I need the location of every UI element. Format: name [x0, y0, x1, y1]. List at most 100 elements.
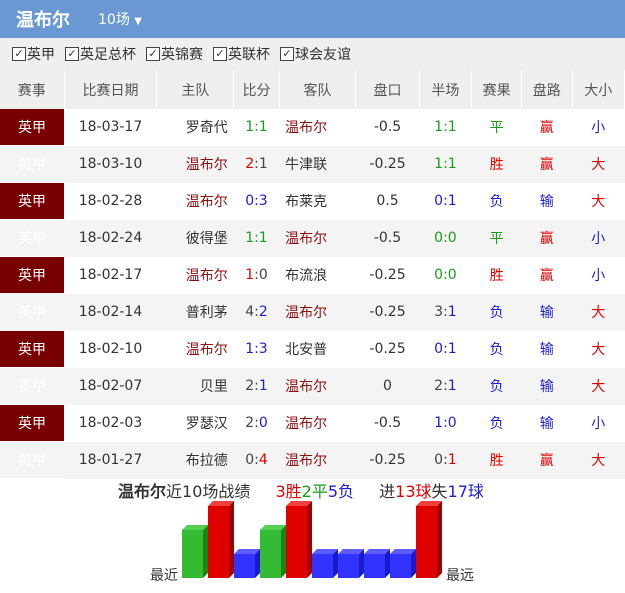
home-team[interactable]: 温布尔 [185, 194, 228, 210]
result-cell: 负 [489, 194, 504, 210]
handicap-cell: -0.5 [373, 415, 402, 431]
filter-label: 英锦赛 [161, 47, 203, 63]
date-cell: 18-02-28 [78, 193, 143, 209]
league-cell[interactable]: 英甲 [0, 367, 65, 405]
form-bar-7 [364, 549, 390, 578]
league-cell[interactable]: 英甲 [0, 256, 65, 294]
checkbox-checked-icon[interactable]: ✓ [280, 47, 294, 61]
column-header[interactable]: 赛事 [0, 70, 65, 109]
half-part: 0:0 [434, 267, 457, 283]
column-header[interactable]: 赛果 [471, 70, 522, 109]
form-bar-5 [312, 549, 338, 578]
away-team[interactable]: 布莱克 [285, 194, 328, 210]
checkbox-checked-icon[interactable]: ✓ [65, 47, 79, 61]
handicap-cell: -0.5 [355, 219, 420, 257]
column-header[interactable]: 比分 [233, 70, 280, 109]
home-team[interactable]: 布拉德 [156, 441, 234, 479]
score-part: :0 [254, 267, 268, 283]
away-team[interactable]: 温布尔 [285, 416, 328, 432]
away-team[interactable]: 北安普 [285, 342, 328, 358]
score-part: 1:3 [245, 341, 268, 357]
league-cell[interactable]: 英甲 [0, 404, 65, 442]
away-team[interactable]: 温布尔 [279, 367, 356, 405]
column-header[interactable]: 半场 [419, 70, 473, 109]
checkbox-checked-icon[interactable]: ✓ [12, 47, 26, 61]
half-score-cell: 0:1 [419, 441, 472, 479]
column-header[interactable]: 盘路 [521, 70, 573, 109]
away-team[interactable]: 温布尔 [279, 441, 356, 479]
table-row[interactable]: 英甲 18-02-14 普利茅 4:2 温布尔 -0.25 3:1 负 输 大 [0, 293, 625, 331]
table-row[interactable]: 英甲 18-02-24 彼得堡 1:1 温布尔 -0.5 0:0 平 赢 小 [0, 219, 625, 257]
league-cell[interactable]: 英甲 [0, 330, 65, 368]
score-part: 4: [245, 304, 259, 320]
league-cell[interactable]: 英甲 [0, 293, 65, 331]
half-score-cell: 2:1 [419, 367, 472, 405]
score-part: 2: [245, 415, 259, 431]
handicap-result-cell: 输 [539, 194, 554, 210]
filter-2[interactable]: ✓ 英锦赛 [146, 44, 203, 64]
home-team[interactable]: 贝里 [156, 367, 234, 405]
summary-conceded-label: 失 [431, 482, 448, 501]
home-team[interactable]: 普利茅 [156, 293, 234, 331]
handicap-cell: 0 [355, 367, 420, 405]
home-team[interactable]: 温布尔 [156, 145, 234, 183]
column-header[interactable]: 盘口 [355, 70, 420, 109]
table-row[interactable]: 英甲 18-02-07 贝里 2:1 温布尔 0 2:1 负 输 大 [0, 367, 625, 405]
column-header[interactable]: 客队 [279, 70, 357, 109]
league-cell[interactable]: 英甲 [0, 109, 65, 146]
home-team[interactable]: 罗瑟汉 [185, 416, 228, 432]
date-cell: 18-02-03 [78, 415, 143, 431]
league-cell[interactable]: 英甲 [0, 441, 65, 479]
away-team[interactable]: 温布尔 [285, 120, 328, 137]
away-team[interactable]: 温布尔 [279, 293, 356, 331]
half-part: 0:1 [434, 193, 457, 209]
half-score-cell: 0:1 [419, 183, 472, 220]
table-row[interactable]: 英甲 18-02-17 温布尔 1:0 布流浪 -0.25 0:0 胜 赢 小 [0, 256, 625, 294]
away-team[interactable]: 牛津联 [279, 145, 356, 183]
column-header[interactable]: 主队 [156, 70, 235, 109]
table-header: 赛事 比赛日期 主队 比分 客队 盘口 半场 赛果 盘路 大小 [0, 70, 625, 109]
result-cell: 平 [489, 120, 504, 137]
score-cell: 0:3 [234, 183, 279, 220]
table-row[interactable]: 英甲 18-02-10 温布尔 1:3 北安普 -0.25 0:1 负 输 大 [0, 330, 625, 368]
half-part: 1 [447, 452, 457, 468]
filter-0[interactable]: ✓ 英甲 [12, 44, 55, 64]
table-row[interactable]: 英甲 18-01-27 布拉德 0:4 温布尔 -0.25 0:1 胜 赢 大 [0, 441, 625, 479]
filter-3[interactable]: ✓ 英联杯 [213, 44, 270, 64]
date-cell: 18-02-14 [64, 293, 157, 331]
match-count-select[interactable]: 10场 ▼ [98, 9, 142, 29]
column-header[interactable]: 比赛日期 [64, 70, 158, 109]
column-header[interactable]: 大小 [572, 70, 625, 109]
filter-4[interactable]: ✓ 球会友谊 [280, 44, 351, 64]
checkbox-checked-icon[interactable]: ✓ [213, 47, 227, 61]
table-row[interactable]: 英甲 18-02-03 罗瑟汉 2:0 温布尔 -0.5 1:0 负 输 小 [0, 404, 625, 442]
table-row[interactable]: 英甲 18-03-10 温布尔 2:1 牛津联 -0.25 1:1 胜 赢 大 [0, 145, 625, 183]
away-team[interactable]: 布流浪 [285, 268, 328, 284]
half-part: 0:1 [434, 341, 457, 357]
half-part: 3: [434, 304, 448, 320]
form-bar-1 [208, 501, 234, 578]
filter-1[interactable]: ✓ 英足总杯 [65, 44, 136, 64]
score-part: 4 [258, 452, 268, 468]
home-team[interactable]: 彼得堡 [156, 219, 234, 257]
league-cell[interactable]: 英甲 [0, 219, 65, 257]
away-team[interactable]: 温布尔 [279, 219, 356, 257]
result-cell: 负 [471, 293, 522, 331]
handicap-cell: -0.25 [355, 145, 420, 183]
filter-label: 球会友谊 [295, 47, 351, 63]
summary-wins: 3胜 [275, 482, 302, 501]
home-team[interactable]: 温布尔 [185, 342, 228, 358]
table-row[interactable]: 英甲 18-02-28 温布尔 0:3 布莱克 0.5 0:1 负 输 大 [0, 182, 625, 220]
home-team[interactable]: 罗奇代 [185, 120, 228, 137]
table-row[interactable]: 英甲 18-03-17 罗奇代 1:1 温布尔 -0.5 1:1 平 赢 小 [0, 109, 625, 146]
score-part: 2 [245, 156, 255, 172]
league-cell[interactable]: 英甲 [0, 182, 65, 220]
home-team[interactable]: 温布尔 [185, 268, 228, 284]
form-bar-6 [338, 549, 364, 578]
checkbox-checked-icon[interactable]: ✓ [146, 47, 160, 61]
league-cell[interactable]: 英甲 [0, 145, 65, 183]
form-bar-2 [234, 549, 260, 578]
date-cell: 18-02-17 [78, 267, 143, 283]
handicap-result-cell: 赢 [521, 219, 572, 257]
label-recent: 最近 [150, 568, 178, 584]
